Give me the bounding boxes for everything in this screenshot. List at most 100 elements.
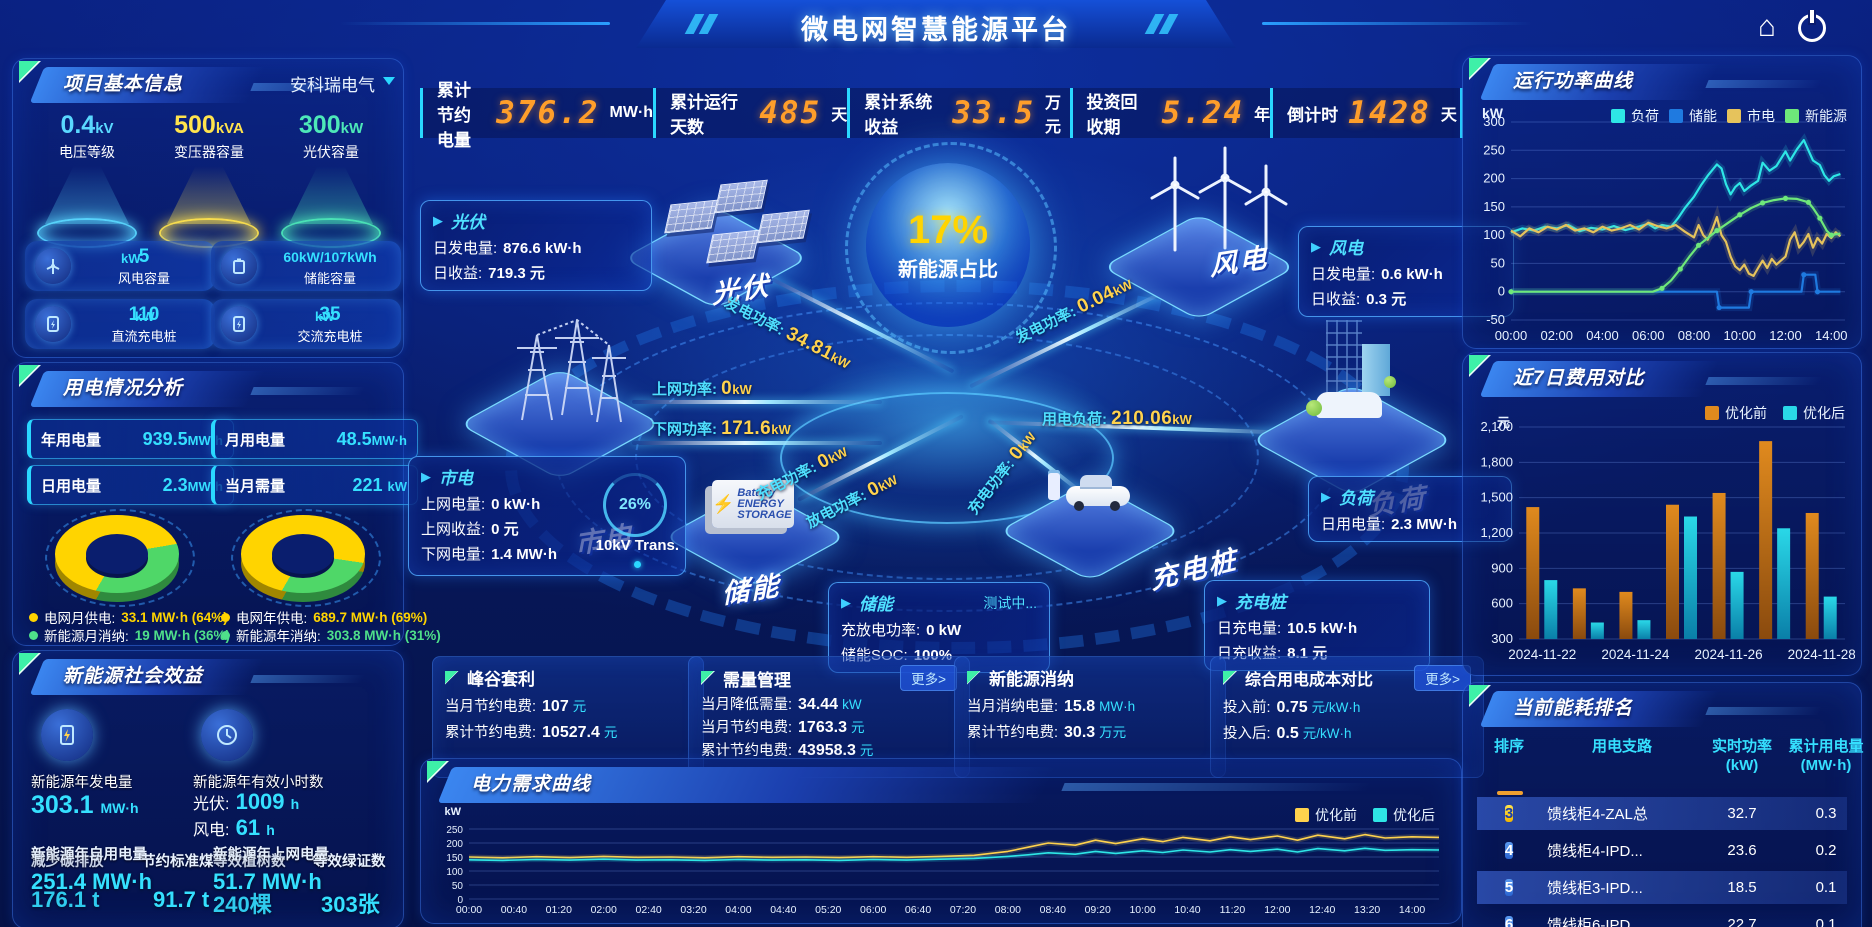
svg-text:12:00: 12:00 [1264,904,1290,916]
power-icon[interactable] [1798,14,1826,42]
panel-title: 项目基本信息 [63,74,184,95]
rank-badge: 6 [1504,915,1514,927]
svg-text:14:00: 14:00 [1399,904,1425,916]
power-towers-icon [492,300,642,435]
more-button[interactable]: 更多> [900,665,957,691]
svg-text:kW: kW [1482,106,1504,121]
flow-load: 用电负荷: 210.06kW [1042,408,1192,429]
pv-hours: 光伏: 1009 h [193,789,300,814]
svg-text:250: 250 [446,825,463,836]
indicator-dot [634,561,641,568]
svg-text:-50: -50 [1486,312,1505,327]
legend-grid-month: 电网月供电: 33.1 MW·h (64%) [29,607,228,627]
donut-year-energy [231,509,381,607]
svg-text:04:00: 04:00 [725,904,751,916]
kpi-countdown: 倒计时 1428 天 [1270,88,1460,138]
card-demand-mgmt: 需量管理 更多> 当月降低需量: 34.44 kW 当月节约电费: 1763.3 元 累计… [688,656,970,778]
play-arrow-icon: ▶ [1217,592,1227,608]
home-icon[interactable]: ⌂ [1757,10,1776,43]
legend-item: 优化前 [1705,403,1767,423]
svg-text:01:20: 01:20 [546,904,572,916]
renewable-share-label: 新能源占比 [898,259,998,281]
transformer-load-circle: 26% [603,473,667,537]
svg-text:300: 300 [1491,631,1513,646]
cost-legend: 优化前 优化后 [1705,403,1845,423]
legend-item: 新能源 [1785,106,1847,126]
more-button[interactable]: 更多> [1414,665,1471,691]
svg-text:10:40: 10:40 [1174,904,1200,916]
svg-text:150: 150 [446,853,463,864]
svg-text:600: 600 [1491,596,1513,611]
svg-text:02:00: 02:00 [591,904,617,916]
svg-text:12:40: 12:40 [1309,904,1335,916]
table-row[interactable]: 3 馈线柜4-ZAL总 32.7 0.3 [1477,797,1847,830]
flow-grid-down: 下网功率: 171.6kW [652,418,791,439]
charge-post-icon [1048,470,1060,500]
card-cost-compare: 综合用电成本对比 更多> 投入前: 0.75 元/kW·h 投入后: 0.5 元/kW·h [1210,656,1484,778]
svg-text:150: 150 [1483,199,1505,214]
svg-text:09:20: 09:20 [1085,904,1111,916]
power-curve-chart: -50 0 50 100 150 200 250 300kW 00:00 02:00 04:00 06… [1482,106,1848,343]
panel-benefit-header: 新能源社会效益 [19,653,393,695]
svg-text:14:00: 14:00 [1815,328,1848,343]
card-corner-icon [701,671,715,685]
svg-text:08:00: 08:00 [1678,328,1711,343]
svg-text:100: 100 [1483,227,1505,242]
panel-title: 用电情况分析 [63,378,184,399]
panel-power-curve: 运行功率曲线 负荷 储能 市电 新能源 -50 0 50 100 150 200 250 300 kW… [1462,55,1862,349]
renewable-share-value: 17% [907,208,989,252]
legend-item: 负荷 [1611,106,1659,126]
table-row[interactable]: 5 馈线柜3-IPD... 18.5 0.1 [1477,871,1847,904]
stat-month-demand: 当月需量 221 kW [211,465,418,505]
play-arrow-icon: ▶ [421,468,431,484]
donut-month-energy [45,509,195,607]
legend-item: 储能 [1669,106,1717,126]
svg-text:50: 50 [452,881,464,892]
svg-text:kW: kW [445,806,462,818]
stat-voltage-level: 0.4kV 电压等级 [31,111,143,248]
table-row[interactable]: 4 馈线柜4-IPD... 23.6 0.2 [1504,841,1837,860]
table-row[interactable]: 6 馈线柜6-IPD 22.7 0.1 [1477,908,1847,927]
sphere-orbit-ring [845,142,1057,354]
stat-wind-capacity: 5 风电容量 kW [25,241,215,291]
company-dropdown[interactable]: 安科瑞电气 [290,76,375,95]
card-renewable-consume: 新能源消纳 当月消纳电量: 15.8 MW·h 累计节约电费: 30.3 万元 [954,656,1226,778]
stat-month-usage: 月用电量 48.5MW·h [211,419,418,459]
stat-transformer-capacity: 500kVA 变压器容量 [153,111,265,248]
header-banner [636,0,1236,48]
rank-badge: 5 [1504,878,1514,896]
panel-usage-header: 用电情况分析 [19,365,393,407]
legend-renew-month: 新能源月消纳: 19 MW·h (36%) [29,625,230,645]
kpi-bar: 累计节约电量 376.2 MW·h 累计运行天数 485 天 累计系统收益 33.5 万元 … [420,81,1463,150]
kpi-run-days: 累计运行天数 485 天 [653,88,847,138]
stat-storage-capacity: 60kW/107kWh 储能容量 [211,241,401,291]
panel-cost-compare: 近7日费用对比 优化前 优化后 300 600 900 1,200 1,500 1,800 2… [1462,352,1862,676]
node-label-storage: 储能 [721,570,782,610]
hours-label: 新能源年有效小时数 [193,775,324,791]
svg-text:2,100: 2,100 [1480,419,1513,434]
svg-text:250: 250 [1483,142,1505,157]
scroll-indicator [1497,791,1523,795]
power-legend: 负荷 储能 市电 新能源 [1611,106,1847,126]
svg-text:05:20: 05:20 [815,904,841,916]
battery-icon [221,248,257,284]
panel-title: 当前能耗排名 [1513,698,1634,719]
card-corner-icon [445,670,459,685]
svg-text:00:40: 00:40 [501,904,527,916]
ev-car-icon [1066,475,1130,511]
svg-text:2024-11-26: 2024-11-26 [1695,647,1763,662]
info-box-grid: ▶ 市电 上网电量: 0 kW·h 上网收益: 0 元 下网电量: 1.4 MW·h 2… [408,456,686,576]
page-title: 微电网智慧能源平台 [801,15,1071,45]
panel-usage-analysis: 用电情况分析 年用电量 939.5MW·h 月用电量 48.5MW·h 日用电量 2.… [12,362,441,646]
svg-text:200: 200 [446,839,463,850]
svg-text:07:20: 07:20 [950,904,976,916]
gen-value: 303.1 MW·h [31,791,139,819]
stat-ac-charger: 35 交流充电桩 kW [211,299,401,349]
chevron-down-icon[interactable] [383,77,395,91]
rank-table-header: 排序 用电支路 实时功率 (kW) 累计用电量 (MW·h) [1493,738,1864,774]
panel-title: 运行功率曲线 [1513,71,1634,92]
charger-icon [221,306,257,342]
svg-text:06:00: 06:00 [860,904,886,916]
